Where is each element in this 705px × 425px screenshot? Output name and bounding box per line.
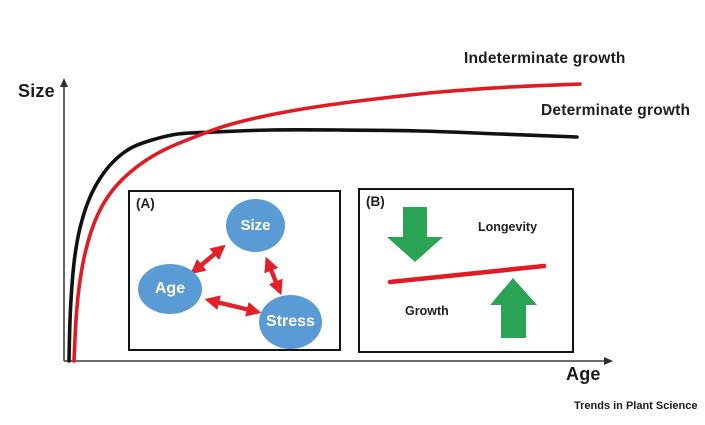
down-arrow-icon bbox=[387, 207, 443, 262]
indeterminate-growth-label: Indeterminate growth bbox=[464, 50, 626, 67]
inset-a-tag: (A) bbox=[136, 196, 155, 211]
inset-a-arrows bbox=[190, 244, 283, 317]
longevity-label: Longevity bbox=[478, 220, 538, 234]
up-arrow-icon bbox=[490, 278, 537, 338]
inset-a: (A) Size Age Stress bbox=[128, 190, 341, 351]
inset-b: (B) Longevity Growth bbox=[358, 188, 574, 353]
double-arrow-age-stress bbox=[204, 295, 262, 317]
x-axis-label: Age bbox=[566, 364, 601, 384]
inset-b-tag: (B) bbox=[366, 194, 385, 209]
determinate-growth-label: Determinate growth bbox=[541, 102, 691, 119]
double-arrow-age-size bbox=[190, 244, 226, 275]
node-stress: Stress bbox=[259, 295, 322, 349]
node-size: Size bbox=[226, 199, 285, 252]
indeterminate-growth-curve bbox=[72, 82, 582, 363]
determinate-growth-curve bbox=[67, 128, 579, 363]
node-age: Age bbox=[138, 264, 202, 314]
journal-credit: Trends in Plant Science bbox=[574, 400, 698, 412]
tradeoff-line bbox=[387, 263, 547, 285]
node-stress-label: Stress bbox=[266, 313, 315, 330]
y-axis-label: Size bbox=[18, 81, 55, 101]
growth-label: Growth bbox=[405, 304, 449, 318]
double-arrow-size-stress bbox=[264, 256, 283, 296]
node-age-label: Age bbox=[154, 280, 186, 297]
node-size-label: Size bbox=[240, 217, 271, 234]
inset-b-graphics bbox=[387, 207, 547, 338]
